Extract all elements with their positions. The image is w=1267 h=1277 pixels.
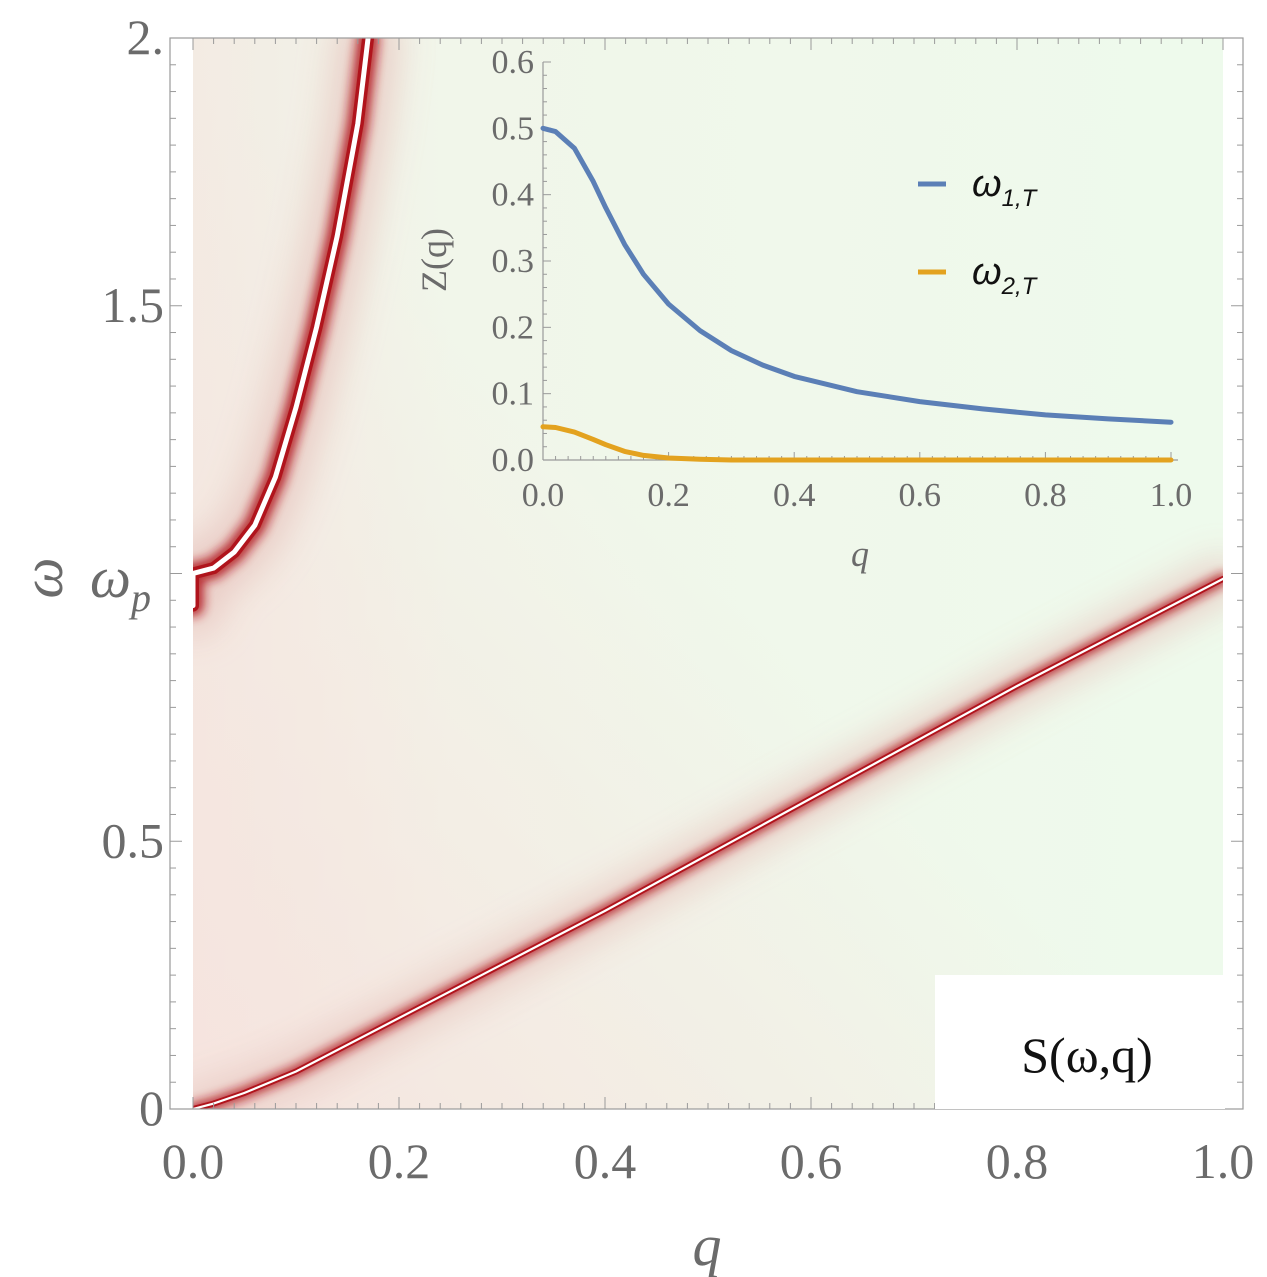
inset-y-tick-label: 0.2 <box>492 309 535 346</box>
main-x-tick-labels: 0.0 0.2 0.4 0.6 0.8 1.0 <box>162 1133 1255 1189</box>
heatmap-branches <box>193 38 1223 1109</box>
main-y-tick-label: 1.5 <box>102 277 165 333</box>
main-x-tick-label: 0.6 <box>780 1133 843 1189</box>
main-x-tick-label: 0.4 <box>574 1133 637 1189</box>
main-x-tick-label: 1.0 <box>1192 1133 1255 1189</box>
main-x-axis-label: q <box>693 1213 722 1277</box>
branch-lower-core <box>193 577 1223 1109</box>
omega-p-tick-label: ωp <box>90 545 151 620</box>
inset-series-line-2 <box>540 424 1174 463</box>
inset-plot: 0.0 0.1 0.2 0.3 0.4 0.5 0.6 0.0 0.2 0.4 0.6 0.8 1.0… <box>414 44 1192 574</box>
legend-subscript: 1,T <box>1002 185 1039 212</box>
inset-x-tick-label: 1.0 <box>1150 477 1193 514</box>
inset-x-tick-label: 0.2 <box>647 477 690 514</box>
main-y-tick-labels: 0 0.5 1.5 2. <box>102 9 165 1136</box>
inset-y-axis-label: Z(q) <box>414 228 454 292</box>
legend-symbol: ω <box>972 163 1002 205</box>
inset-x-tick-label: 0.4 <box>773 477 816 514</box>
inset-series <box>540 125 1174 463</box>
main-y-tick-label: 2. <box>127 9 165 65</box>
inset-series-line-1 <box>540 125 1174 425</box>
legend-symbol: ω <box>972 251 1002 293</box>
inset-x-axis-label: q <box>851 534 869 574</box>
main-y-axis-label: ω <box>10 558 75 599</box>
plot-label-box <box>935 975 1225 1109</box>
inset-y-tick-label: 0.1 <box>492 376 535 413</box>
main-x-tick-label: 0.0 <box>162 1133 225 1189</box>
svg-text:ωp: ωp <box>90 545 151 620</box>
main-y-tick-label: 0 <box>139 1080 164 1136</box>
plot-label: S(ω,q) <box>1021 1027 1153 1083</box>
inset-x-tick-label: 0.6 <box>899 477 942 514</box>
main-plot: 00.51.52. 0.0 0.2 0.4 0.6 0.8 1.0 q ω ωp S(ω,… <box>10 9 1254 1277</box>
main-x-tick-label: 0.2 <box>368 1133 431 1189</box>
branch-upper-core <box>193 38 371 609</box>
inset-y-tick-labels: 0.0 0.1 0.2 0.3 0.4 0.5 0.6 <box>492 44 535 479</box>
inset-x-tick-label: 0.8 <box>1024 477 1067 514</box>
inset-legend: ω1,Tω2,T <box>918 163 1039 300</box>
main-x-tick-label: 0.8 <box>986 1133 1049 1189</box>
omega-p-symbol: ω <box>90 545 131 610</box>
inset-y-tick-label: 0.3 <box>492 243 535 280</box>
main-y-tick-label: 0.5 <box>102 812 165 868</box>
omega-p-subscript: p <box>128 575 151 620</box>
main-x-ticks <box>192 38 1224 1109</box>
legend-label-1: ω1,T <box>972 163 1039 212</box>
main-y-ticks <box>170 37 1243 1110</box>
inset-x-tick-label: 0.0 <box>522 477 565 514</box>
legend-subscript: 2,T <box>1001 273 1039 300</box>
inset-y-tick-label: 0.4 <box>492 177 535 214</box>
legend-label-2: ω2,T <box>972 251 1039 300</box>
inset-y-tick-label: 0.5 <box>492 110 535 147</box>
inset-x-tick-labels: 0.0 0.2 0.4 0.6 0.8 1.0 <box>522 477 1193 514</box>
inset-y-tick-label: 0.6 <box>492 44 535 81</box>
inset-y-tick-label: 0.0 <box>492 442 535 479</box>
